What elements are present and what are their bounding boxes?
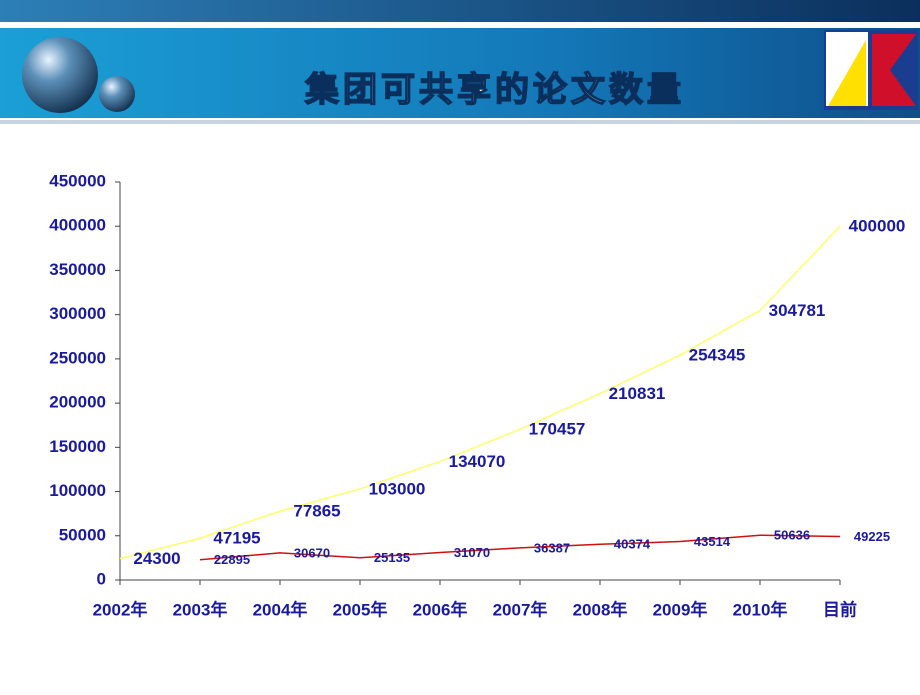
data-label: 24300 xyxy=(133,549,180,568)
x-tick-label: 2007年 xyxy=(493,599,548,619)
data-label: 31070 xyxy=(454,545,490,560)
x-tick-label: 2008年 xyxy=(573,599,628,619)
data-label: 40374 xyxy=(614,537,651,552)
data-label: 25135 xyxy=(374,550,410,565)
x-tick-label: 2010年 xyxy=(733,599,788,619)
y-tick-label: 50000 xyxy=(59,525,106,544)
header-band xyxy=(0,28,920,118)
data-label: 50636 xyxy=(774,528,810,543)
data-label: 77865 xyxy=(293,502,340,521)
data-label: 103000 xyxy=(369,479,426,498)
data-label: 304781 xyxy=(769,301,826,320)
data-label: 30670 xyxy=(294,545,330,560)
y-tick-label: 400000 xyxy=(49,216,106,235)
x-tick-label: 2005年 xyxy=(333,599,388,619)
x-tick-label: 2004年 xyxy=(253,599,308,619)
data-label: 43514 xyxy=(694,534,731,549)
data-label: 170457 xyxy=(529,420,586,439)
series-line xyxy=(119,225,841,560)
data-label: 134070 xyxy=(449,452,506,471)
top-bar xyxy=(0,0,920,22)
data-label: 22895 xyxy=(214,552,250,567)
x-tick-label: 2006年 xyxy=(413,599,468,619)
y-tick-label: 100000 xyxy=(49,481,106,500)
data-label: 47195 xyxy=(213,529,260,548)
data-label: 36387 xyxy=(534,540,570,555)
x-tick-label: 2003年 xyxy=(173,599,228,619)
header-rule xyxy=(0,120,920,124)
y-tick-label: 350000 xyxy=(49,260,106,279)
data-label: 254345 xyxy=(689,346,746,365)
data-label: 400000 xyxy=(849,217,906,236)
plot: 0 50000 100000 150000 200000 250000 300000 3500… xyxy=(49,171,905,619)
y-tick-label: 250000 xyxy=(49,348,106,367)
data-label: 49225 xyxy=(854,529,890,544)
y-tick-label: 300000 xyxy=(49,304,106,323)
logo xyxy=(824,30,918,110)
y-tick-label: 200000 xyxy=(49,393,106,412)
x-tick-label: 2002年 xyxy=(93,599,148,619)
data-label: 210831 xyxy=(609,384,666,403)
y-tick-label: 450000 xyxy=(49,171,106,190)
x-tick-label: 2009年 xyxy=(653,599,708,619)
y-tick-label: 150000 xyxy=(49,437,106,456)
series-line xyxy=(199,534,841,561)
sphere xyxy=(99,76,135,112)
y-tick-label: 0 xyxy=(97,569,106,588)
x-tick-label: 目前 xyxy=(823,599,857,619)
slide-title: 集团可共享的论文数量 xyxy=(304,71,685,109)
sphere xyxy=(22,37,98,113)
